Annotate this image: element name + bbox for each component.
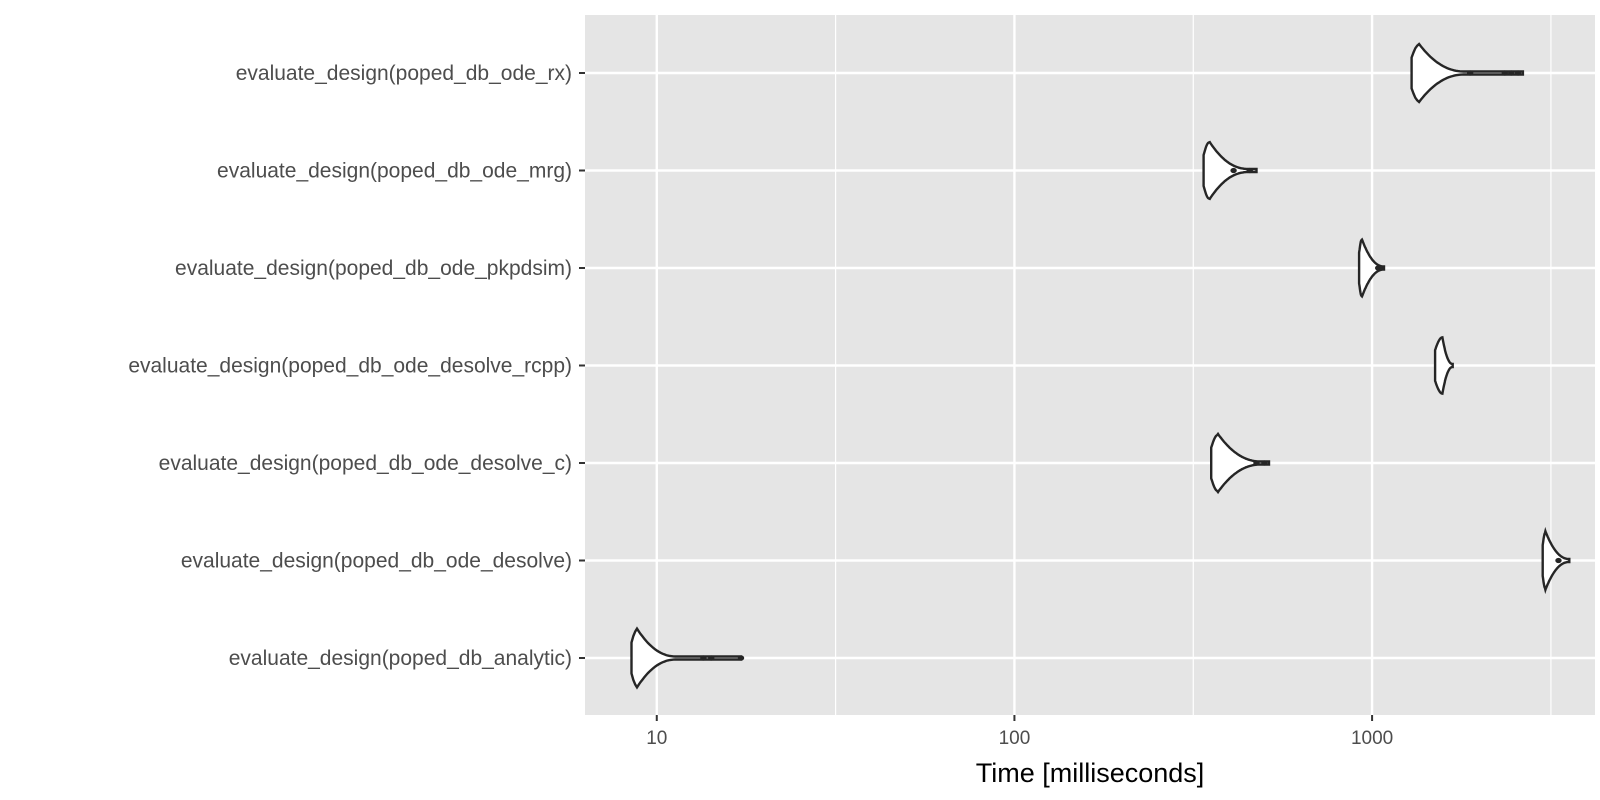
- violin-tail-point: [1508, 70, 1515, 76]
- y-tick-label: evaluate_design(poped_db_ode_desolve_c): [159, 452, 572, 475]
- violin-tail-point: [1555, 557, 1562, 564]
- x-axis-title: Time [milliseconds]: [976, 758, 1205, 788]
- x-tick-label: 1000: [1351, 728, 1393, 749]
- violin-tail-point: [1514, 70, 1522, 76]
- violin-tail-point: [708, 655, 715, 661]
- violin-tail-point: [1466, 70, 1474, 76]
- y-tick-label: evaluate_design(poped_db_ode_desolve): [181, 550, 572, 573]
- y-tick-label: evaluate_design(poped_db_ode_mrg): [217, 160, 572, 183]
- violin-shape: [1202, 140, 1258, 201]
- violin-tail-point: [1501, 70, 1509, 76]
- violins: [630, 42, 1571, 690]
- y-tick-label: evaluate_design(poped_db_analytic): [229, 647, 572, 670]
- y-axis-ticks: [579, 72, 585, 659]
- x-axis-labels: 10 100 1000: [646, 728, 1393, 749]
- x-axis-ticks: [655, 715, 1374, 721]
- violin-tail-point: [700, 655, 707, 661]
- violin-shape: [1433, 335, 1454, 396]
- y-tick-label: evaluate_design(poped_db_ode_pkpdsim): [175, 257, 572, 280]
- violin-tail-point: [1378, 265, 1386, 271]
- violin-tail-point: [737, 655, 745, 661]
- y-tick-label: evaluate_design(poped_db_ode_rx): [236, 62, 572, 85]
- violin-shape: [1210, 431, 1271, 495]
- violin-tail-point: [1230, 167, 1237, 174]
- violin-tail-point: [1253, 460, 1260, 466]
- y-tick-label: evaluate_design(poped_db_ode_desolve_rcp…: [128, 355, 572, 378]
- violin-tail-point: [1246, 167, 1253, 174]
- y-axis-labels: evaluate_design(poped_db_ode_rx) evaluate…: [128, 62, 572, 670]
- x-tick-label: 100: [999, 728, 1031, 749]
- x-tick-label: 10: [646, 728, 667, 749]
- violin-tail-point: [1261, 460, 1268, 466]
